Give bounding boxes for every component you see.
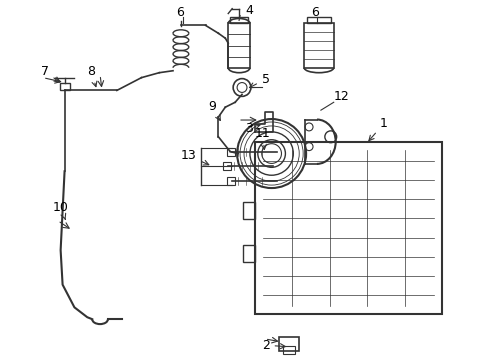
Text: 7: 7 [41,65,59,82]
Text: 13: 13 [181,149,208,165]
Bar [254,142,441,314]
Text: 11: 11 [254,127,270,149]
Text: 6: 6 [176,5,183,18]
Bar [60,82,69,90]
Bar [243,202,254,219]
Bar [283,346,295,354]
Text: 10: 10 [53,201,68,219]
Bar [228,23,249,68]
Bar [223,162,231,170]
Bar [230,18,247,23]
Text: 1: 1 [368,117,387,141]
Text: 4: 4 [244,4,252,17]
Bar [304,23,333,68]
Text: 12: 12 [333,90,349,103]
Text: 8: 8 [87,65,97,87]
Bar [227,148,235,156]
Text: 6: 6 [310,5,318,18]
Bar [306,18,330,23]
Bar [279,337,299,351]
Text: 5: 5 [249,73,269,87]
Bar [243,245,254,262]
Text: 3: 3 [244,122,259,135]
Text: 9: 9 [208,100,220,121]
Text: 2: 2 [261,339,285,352]
Bar [227,177,235,185]
